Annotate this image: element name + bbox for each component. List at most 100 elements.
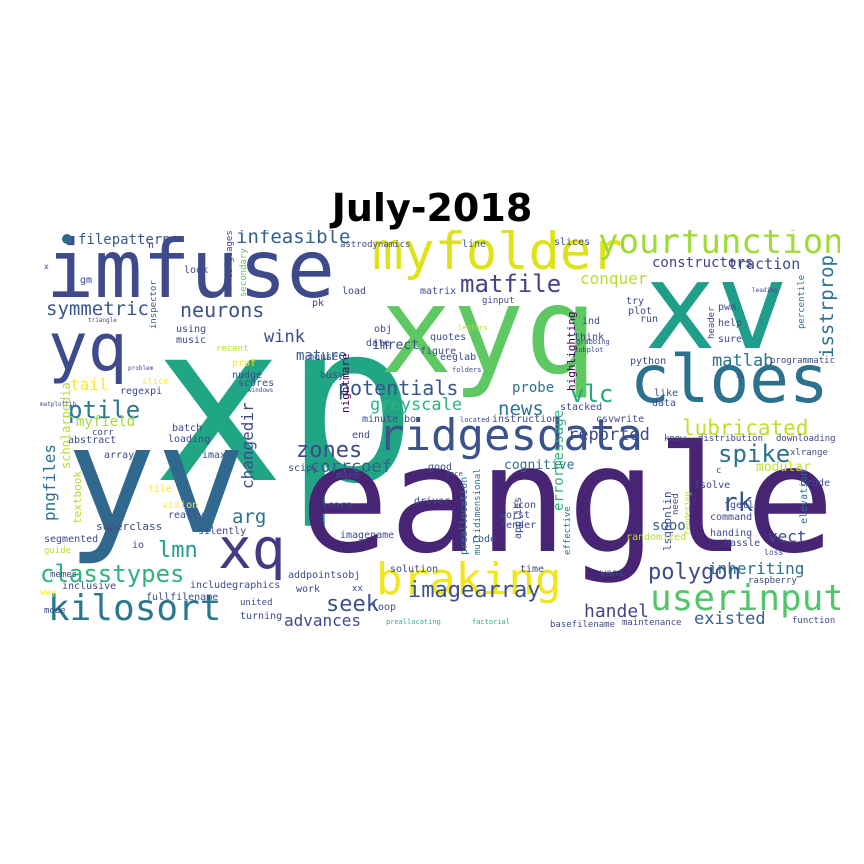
cloud-word: constructors [652,255,754,271]
cloud-word: astrodynamics [340,240,411,250]
cloud-word: yq [48,309,128,386]
dot-glyph [62,234,72,244]
chart-title: July-2018 [331,186,533,230]
cloud-word: changedir [238,402,257,489]
cloud-word: sure [718,334,743,345]
cloud-word: spike [718,440,791,468]
cloud-word: randomized [626,532,687,543]
cloud-word: corrcoef [310,457,392,477]
cloud-word: python [630,356,667,367]
cloud-word: grabbing [576,338,610,346]
cloud-word: userinput [650,578,840,619]
cloud-word: advances [284,611,362,630]
cloud-word: lubricated [682,416,809,440]
cloud-word: subplot [574,346,604,354]
cloud-word: recent [216,344,249,354]
cloud-word: probe [512,380,555,396]
cloud-word: inheriting [708,559,805,578]
cloud-word: tail [70,375,109,394]
cloud-word: seek [326,592,379,617]
cloud-word: regexpi [120,386,163,397]
cloud-word: ginput [482,296,515,306]
cloud-word: errormessage [551,409,567,511]
cloud-word: vision [162,500,199,511]
cloud-word: xlrange [790,448,828,458]
cloud-word: pwm [718,302,737,313]
cloud-word: united [240,598,273,608]
cloud-word: nightmare [339,353,352,413]
cloud-word: array [104,450,135,461]
cloud-word: potentials [338,376,459,400]
cloud-word: reported [568,425,650,445]
cloud-word: x [44,262,49,271]
cloud-word: zones [296,438,363,463]
cloud-word: vlc [570,380,614,408]
cloud-word: news [498,398,544,420]
cloud-word: lmn [158,538,198,563]
cloud-word: learn [322,500,353,511]
cloud-word: look [184,265,209,276]
cloud-word: problem [128,365,154,372]
cloud-word: turning [240,611,283,622]
cloud-word: modular [756,460,811,475]
cloud-word: really [168,510,205,521]
cloud-word: matfile [460,270,562,298]
cloud-word: slices [554,237,591,248]
cloud-word: xx [352,584,363,594]
cloud-word: function [792,616,836,626]
cloud-word: need [671,493,681,515]
cloud-word: braking [376,554,562,605]
cloud-word: render [500,520,537,531]
cloud-word: factorial [472,618,510,626]
cloud-word: scores [238,378,275,389]
cloud-word: memes [50,570,78,580]
cloud-word: textbook [71,471,84,524]
cloud-word: time [520,564,545,575]
cloud-word: solution [390,564,439,575]
cloud-word: xv [644,238,789,377]
cloud-word: fullfilename [146,592,219,603]
cloud-word: symmetric [46,298,149,320]
cloud-word: programmatic [770,356,836,366]
cloud-word: nudge [232,370,263,381]
cloud-word: eangle [300,414,835,586]
cloud-word: instruction [492,414,559,425]
cloud-word: n [148,240,155,251]
cloud-word: music [176,335,207,346]
cloud-word: ptile [68,396,141,424]
cloud-word: loss [764,548,784,557]
cloud-word: scipy [288,463,319,474]
cloud-word: imagearray [408,578,541,603]
cloud-word: mode [44,606,66,616]
cloud-word: code [472,534,497,545]
cloud-word: languages [225,230,235,279]
cloud-word: want [600,568,625,579]
cloud-word: raspberry [748,576,797,586]
cloud-word: xs [736,373,744,380]
cloud-word: slice [142,377,170,387]
cloud-word: imfuse [46,230,335,316]
cloud-word: windows [248,387,274,394]
cloud-word: vect [768,527,807,546]
cloud-word: polygon [648,560,741,585]
cloud-word: c [716,466,722,476]
cloud-word: folders [452,366,482,374]
cloud-word: superclass [96,520,163,533]
cloud-word: infeasible [236,230,351,248]
cloud-word: ind [582,316,601,327]
cloud-word: obj [374,324,393,335]
cloud-word: filepattern [78,232,171,248]
cloud-word: myfolder [372,230,623,282]
cloud-word: io [132,540,145,551]
cloud-word: xyq [380,262,597,401]
cloud-word: handel [584,601,650,622]
cloud-word: like [654,388,679,399]
cloud-word: work [296,584,321,595]
cloud-word: plot [628,306,653,317]
cloud-word: segmented [44,534,99,545]
cloud-word: prof [232,358,257,369]
cloud-word: imrect [372,338,419,353]
cloud-word: mouse [308,352,339,363]
cloud-word: corr [92,428,114,438]
cloud-word: command [710,512,753,523]
